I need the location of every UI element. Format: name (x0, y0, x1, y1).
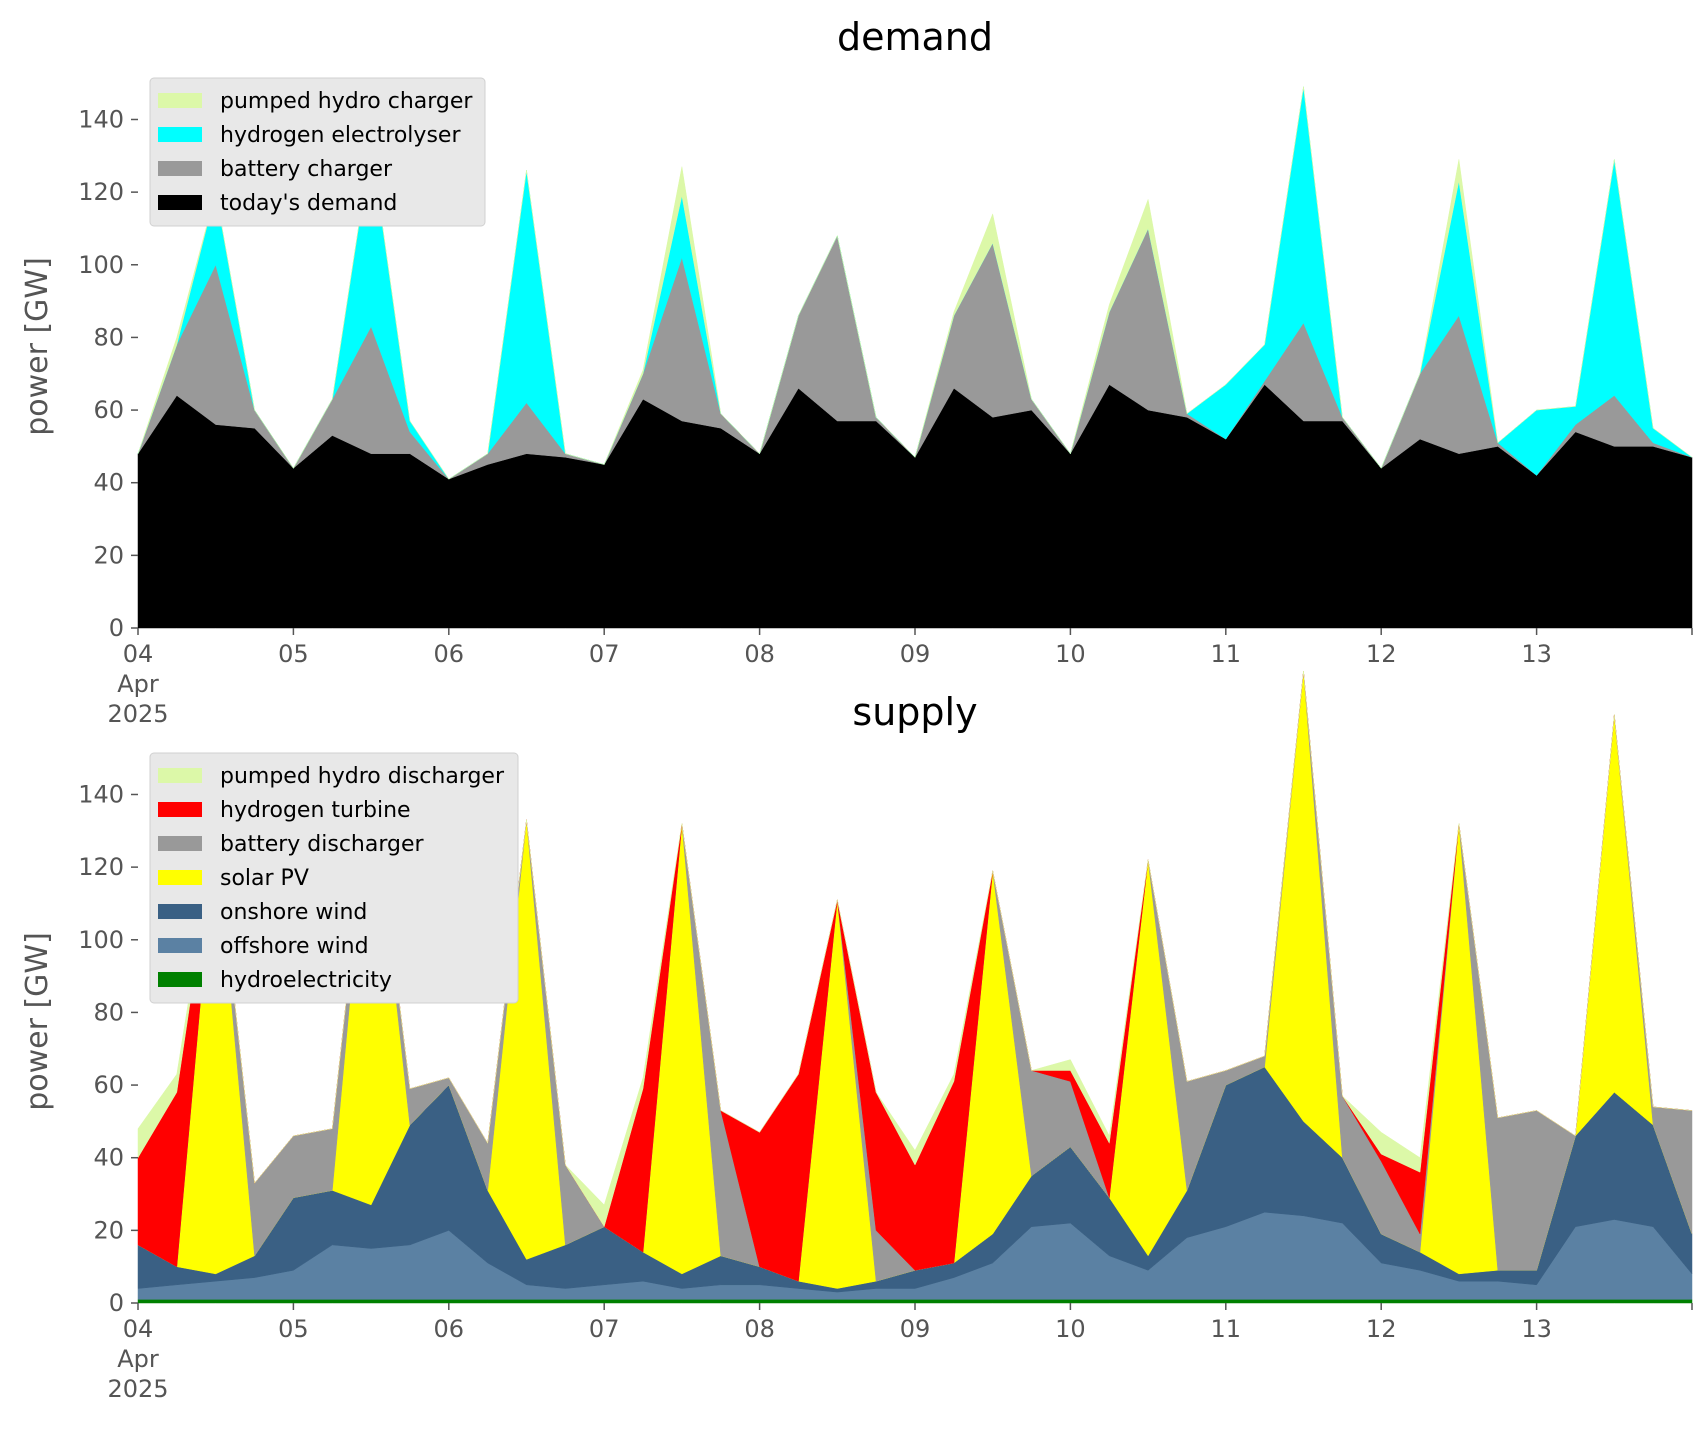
legend-swatch (158, 870, 202, 885)
y-tick-label: 60 (93, 396, 124, 424)
legend-swatch (158, 836, 202, 851)
x-tick-label: 08 (744, 1315, 775, 1343)
x-tick-label: 04 (123, 1315, 154, 1343)
chart-title: supply (852, 690, 977, 734)
legend: pumped hydro discharger hydrogen turbine b… (149, 752, 519, 1004)
chart-title: demand (837, 15, 993, 59)
x-tick-label: 07 (589, 640, 620, 668)
y-axis-label: power [GW] (20, 932, 55, 1111)
legend-swatch (158, 161, 202, 176)
demand-chart: demand 0 20 40 60 80 100 120 140 power [GW] 04Apr2… (20, 15, 1693, 728)
legend-label: offshore wind (220, 934, 369, 959)
x-tick-label: 13 (1521, 1315, 1552, 1343)
x-tick-label: 08 (744, 640, 775, 668)
y-tick-label: 0 (109, 1289, 124, 1317)
legend-swatch (158, 93, 202, 108)
y-tick-label: 120 (78, 178, 124, 206)
legend-label: pumped hydro charger (220, 89, 473, 114)
legend-label: battery discharger (220, 832, 425, 857)
y-axis: 0 20 40 60 80 100 120 140 power [GW] (20, 105, 138, 642)
x-tick-label-extra: Apr (117, 670, 159, 698)
x-tick-label: 09 (900, 640, 931, 668)
legend-item-hydrogen-electrolyser: hydrogen electrolyser (158, 123, 461, 148)
legend-label: onshore wind (220, 900, 367, 925)
legend-item-pumped-hydro-charger: pumped hydro charger (158, 89, 473, 114)
legend-label: battery charger (220, 157, 393, 182)
legend-label: hydroelectricity (220, 968, 392, 993)
x-tick-label: 13 (1521, 640, 1552, 668)
legend-label: today's demand (220, 191, 397, 216)
y-tick-label: 40 (93, 1144, 124, 1172)
x-tick-label: 06 (434, 640, 465, 668)
legend-label: hydrogen electrolyser (220, 123, 461, 148)
x-tick-label: 09 (900, 1315, 931, 1343)
legend-swatch (158, 904, 202, 919)
legend-item-battery-charger: battery charger (158, 157, 393, 182)
x-tick-label: 04 (123, 640, 154, 668)
x-tick-label: 06 (434, 1315, 465, 1343)
x-tick-label: 05 (278, 1315, 309, 1343)
y-tick-label: 40 (93, 469, 124, 497)
x-tick-label: 05 (278, 640, 309, 668)
legend-swatch (158, 768, 202, 783)
y-tick-label: 0 (109, 614, 124, 642)
legend-item-hydrogen-turbine: hydrogen turbine (158, 798, 411, 823)
legend-box (149, 752, 519, 1004)
series-area-hydroelectricity (137, 1299, 1693, 1304)
x-tick-label: 11 (1211, 1315, 1242, 1343)
y-axis: 0 20 40 60 80 100 120 140 power [GW] (20, 780, 138, 1317)
x-tick-label-extra: 2025 (107, 700, 168, 728)
series-area-pumped-hydro-charger (137, 86, 1693, 480)
legend-box (149, 77, 486, 227)
y-tick-label: 20 (93, 1216, 124, 1244)
legend-label: hydrogen turbine (220, 798, 411, 823)
x-tick-label-extra: 2025 (107, 1375, 168, 1403)
y-tick-label: 100 (78, 251, 124, 279)
x-tick-label: 07 (589, 1315, 620, 1343)
y-axis-label: power [GW] (20, 257, 55, 436)
x-tick-label-extra: Apr (117, 1345, 159, 1373)
legend-swatch (158, 802, 202, 817)
y-tick-label: 120 (78, 853, 124, 881)
legend: pumped hydro charger hydrogen electrolyse… (149, 77, 486, 227)
legend-item-hydroelectricity: hydroelectricity (158, 968, 392, 993)
x-tick-label: 11 (1211, 640, 1242, 668)
area-layers (137, 86, 1693, 629)
x-tick-label: 12 (1366, 640, 1397, 668)
legend-item-battery-discharger: battery discharger (158, 832, 425, 857)
y-tick-label: 140 (78, 105, 124, 133)
legend-swatch (158, 195, 202, 210)
y-tick-label: 80 (93, 323, 124, 351)
series-area-pumped-hydro-discharger (137, 670, 1693, 1228)
y-tick-label: 140 (78, 780, 124, 808)
x-tick-label: 10 (1055, 1315, 1086, 1343)
legend-swatch (158, 127, 202, 142)
y-tick-label: 80 (93, 998, 124, 1026)
legend-item-offshore-wind: offshore wind (158, 934, 369, 959)
x-tick-label: 12 (1366, 1315, 1397, 1343)
legend-swatch (158, 938, 202, 953)
legend-swatch (158, 972, 202, 987)
y-tick-label: 60 (93, 1071, 124, 1099)
legend-item-today-s-demand: today's demand (158, 191, 397, 216)
area-layers (137, 670, 1693, 1304)
legend-item-solar-pv: solar PV (158, 866, 309, 891)
y-tick-label: 20 (93, 541, 124, 569)
y-tick-label: 100 (78, 926, 124, 954)
legend-label: pumped hydro discharger (220, 764, 505, 789)
legend-item-pumped-hydro-discharger: pumped hydro discharger (158, 764, 505, 789)
legend-item-onshore-wind: onshore wind (158, 900, 367, 925)
x-tick-label: 10 (1055, 640, 1086, 668)
legend-label: solar PV (220, 866, 309, 891)
